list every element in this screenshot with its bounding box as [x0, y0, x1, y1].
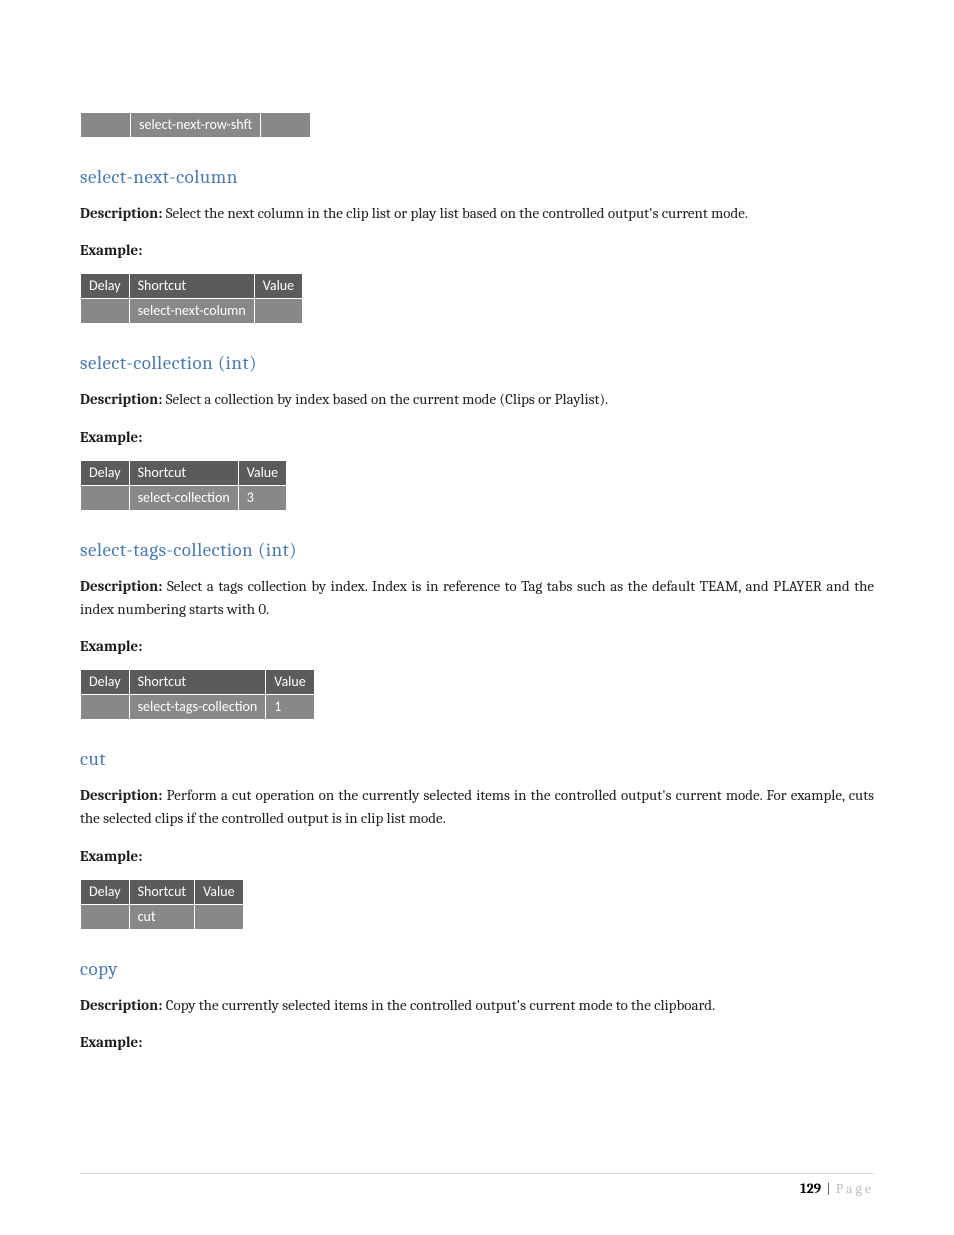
col-value: Value [195, 879, 243, 904]
col-shortcut: Shortcut [129, 460, 238, 485]
example-label: Example: [80, 1033, 874, 1051]
table-header-row: DelayShortcutValue [81, 670, 315, 695]
description-label: Description: [80, 204, 162, 222]
description-paragraph: Description: Copy the currently selected… [80, 994, 874, 1017]
shortcut-table: DelayShortcutValue select-tags-collectio… [80, 669, 315, 720]
cell-shortcut: select-next-column [129, 299, 254, 324]
section-title: copy [80, 958, 874, 980]
col-value: Value [238, 460, 286, 485]
page-container: select-next-row-shft select-next-columnD… [0, 0, 954, 1235]
cell-shortcut: select-next-row-shft [131, 113, 261, 138]
cell-delay [81, 113, 131, 138]
col-delay: Delay [81, 670, 130, 695]
description-label: Description: [80, 786, 162, 804]
col-value: Value [254, 274, 302, 299]
col-delay: Delay [81, 460, 130, 485]
table-header-row: DelayShortcutValue [81, 460, 287, 485]
example-label: Example: [80, 637, 874, 655]
description-label: Description: [80, 577, 162, 595]
footer-separator: | [826, 1180, 830, 1197]
top-continuation-table: select-next-row-shft [80, 112, 311, 138]
col-shortcut: Shortcut [129, 670, 266, 695]
table-header-row: DelayShortcutValue [81, 879, 244, 904]
section-title: select-next-column [80, 166, 874, 188]
section-title: select-tags-collection (int) [80, 539, 874, 561]
col-delay: Delay [81, 879, 130, 904]
description-label: Description: [80, 996, 162, 1014]
shortcut-table: DelayShortcutValue select-collection3 [80, 460, 287, 511]
description-paragraph: Description: Select a collection by inde… [80, 388, 874, 411]
description-paragraph: Description: Perform a cut operation on … [80, 784, 874, 831]
cell-value: 1 [266, 695, 314, 720]
page-word: Page [836, 1180, 874, 1197]
cell-shortcut: select-tags-collection [129, 695, 266, 720]
section-title: cut [80, 748, 874, 770]
col-shortcut: Shortcut [129, 879, 195, 904]
section-title: select-collection (int) [80, 352, 874, 374]
cell-value [254, 299, 302, 324]
table-row: select-next-column [81, 299, 303, 324]
table-row: select-tags-collection1 [81, 695, 315, 720]
shortcut-table: DelayShortcutValue cut [80, 879, 244, 930]
example-label: Example: [80, 428, 874, 446]
col-value: Value [266, 670, 314, 695]
table-row: select-collection3 [81, 485, 287, 510]
table-header-row: DelayShortcutValue [81, 274, 303, 299]
cell-shortcut: cut [129, 904, 195, 929]
description-paragraph: Description: Select a tags collection by… [80, 575, 874, 622]
cell-value: 3 [238, 485, 286, 510]
shortcut-table: DelayShortcutValue select-next-column [80, 273, 303, 324]
cell-delay [81, 695, 130, 720]
page-footer: 129 | Page [80, 1173, 874, 1197]
cell-delay [81, 485, 130, 510]
table-row: select-next-row-shft [81, 113, 311, 138]
table-row: cut [81, 904, 244, 929]
description-label: Description: [80, 390, 162, 408]
page-number: 129 [800, 1180, 821, 1197]
cell-delay [81, 904, 130, 929]
example-label: Example: [80, 847, 874, 865]
description-paragraph: Description: Select the next column in t… [80, 202, 874, 225]
cell-value [261, 113, 311, 138]
cell-value [195, 904, 243, 929]
cell-delay [81, 299, 130, 324]
example-label: Example: [80, 241, 874, 259]
col-shortcut: Shortcut [129, 274, 254, 299]
cell-shortcut: select-collection [129, 485, 238, 510]
col-delay: Delay [81, 274, 130, 299]
